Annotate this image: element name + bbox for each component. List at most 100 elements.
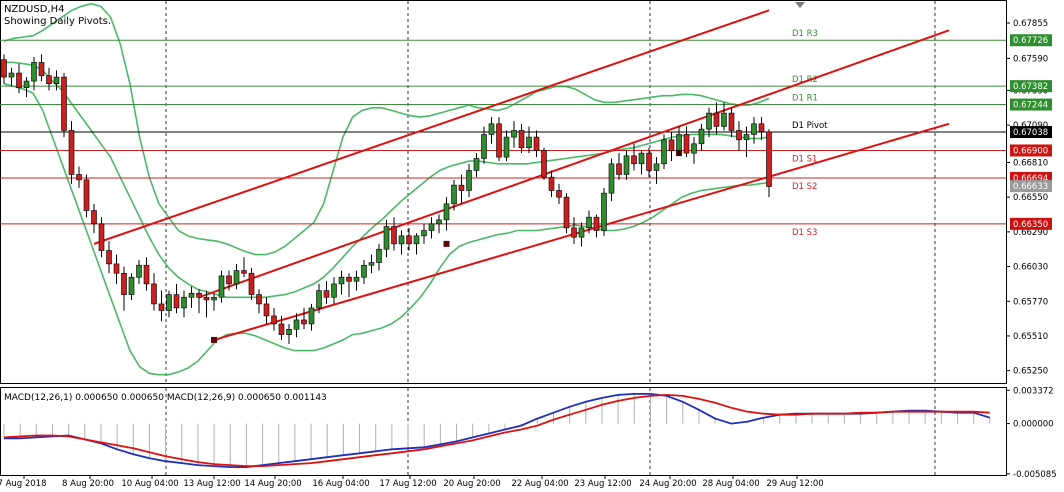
candle-body bbox=[736, 130, 742, 141]
time-axis[interactable]: 7 Aug 2018 8 Aug 20:00 10 Aug 04:00 13 Aug … bbox=[0, 476, 824, 489]
candle-body bbox=[188, 292, 195, 298]
scroll-marker-icon[interactable] bbox=[795, 2, 805, 8]
price-tag-box bbox=[1010, 217, 1052, 230]
price-tag-text: 0.66350 bbox=[1013, 220, 1048, 230]
price-tick-label: 0.66290 bbox=[1013, 228, 1048, 238]
macd-tick-label: 0.003372 bbox=[1013, 386, 1054, 396]
candle-body bbox=[631, 155, 637, 165]
candle-body bbox=[338, 276, 345, 285]
time-tick-label: 29 Aug 12:00 bbox=[766, 479, 823, 489]
candle-body bbox=[676, 134, 682, 151]
candle-body bbox=[751, 123, 757, 135]
time-tick-label: 10 Aug 04:00 bbox=[121, 479, 178, 489]
time-tick-label: 8 Aug 20:00 bbox=[62, 479, 114, 489]
price-tag-text: 0.67038 bbox=[1013, 128, 1048, 138]
candle-body bbox=[593, 216, 600, 231]
bid-price-tag-text: 0.66633 bbox=[1013, 182, 1048, 192]
candle-body bbox=[121, 272, 127, 295]
candle-body bbox=[436, 219, 442, 225]
candle-body bbox=[113, 263, 120, 274]
candle-body bbox=[68, 130, 75, 175]
candles bbox=[1, 54, 772, 344]
price-tick-label: 0.65250 bbox=[1013, 367, 1048, 377]
macd-series-line bbox=[3, 393, 990, 468]
candle-body bbox=[271, 315, 277, 325]
candle-body bbox=[608, 163, 615, 194]
candle-body bbox=[488, 123, 495, 135]
candle-body bbox=[323, 290, 330, 298]
candle-body bbox=[481, 134, 487, 159]
candle-body bbox=[653, 163, 660, 171]
time-tick-label: 22 Aug 04:00 bbox=[511, 479, 568, 489]
time-tick-label: 23 Aug 12:00 bbox=[574, 479, 631, 489]
candle-body bbox=[526, 136, 532, 149]
candle-body bbox=[503, 136, 510, 158]
candle-body bbox=[98, 223, 105, 251]
candle-body bbox=[728, 112, 735, 131]
candle-body bbox=[308, 307, 315, 325]
price-tag-text: 0.66900 bbox=[1013, 146, 1048, 156]
time-tick-label: 24 Aug 20:00 bbox=[639, 479, 696, 489]
pivot-level-label: D1 S2 bbox=[792, 182, 817, 192]
candle-body bbox=[331, 283, 337, 298]
candle-body bbox=[743, 134, 750, 141]
candle-body bbox=[391, 226, 397, 245]
price-tick-label: 0.66030 bbox=[1013, 263, 1048, 273]
pivot-level-label: D1 S3 bbox=[792, 228, 817, 238]
price-pane[interactable] bbox=[0, 0, 1007, 384]
candle-body bbox=[286, 328, 292, 335]
price-axis[interactable]: 0.678550.675900.673500.670900.668100.665… bbox=[1006, 19, 1048, 377]
candle-body bbox=[158, 303, 165, 311]
candle-body bbox=[196, 292, 202, 298]
candle-body bbox=[16, 72, 22, 89]
price-tag-text: 0.67382 bbox=[1013, 82, 1048, 92]
price-tag-box bbox=[1010, 126, 1052, 139]
time-tick-label: 20 Aug 20:00 bbox=[443, 479, 500, 489]
candle-body bbox=[578, 227, 585, 238]
candle-body bbox=[31, 62, 37, 82]
bollinger-middle-band bbox=[4, 61, 770, 299]
chart-subtitle: Showing Daily Pivots. bbox=[4, 16, 111, 27]
price-tick-label: 0.66810 bbox=[1013, 158, 1048, 168]
candle-body bbox=[1, 59, 7, 78]
candle-body bbox=[61, 76, 67, 131]
candle-body bbox=[691, 143, 697, 154]
candle-body bbox=[316, 290, 322, 309]
candle-body bbox=[143, 264, 150, 285]
candle-body bbox=[721, 112, 727, 127]
candle-body bbox=[451, 184, 457, 205]
candle-body bbox=[563, 196, 570, 229]
candle-body bbox=[203, 296, 210, 301]
candle-body bbox=[46, 75, 52, 85]
candle-body bbox=[511, 130, 517, 138]
bollinger-upper-band bbox=[3, 2, 770, 256]
candle-body bbox=[698, 128, 705, 145]
candle-body bbox=[91, 210, 97, 225]
candle-body bbox=[428, 223, 435, 231]
candle-body bbox=[473, 158, 480, 171]
price-tag-box bbox=[1010, 80, 1052, 93]
candle-body bbox=[106, 250, 112, 265]
candle-body bbox=[301, 319, 307, 325]
candle-body bbox=[173, 294, 180, 309]
pivot-level-label: D1 S1 bbox=[792, 154, 817, 164]
candle-body bbox=[376, 248, 382, 263]
price-tag-box bbox=[1010, 34, 1052, 47]
candle-body bbox=[23, 80, 30, 89]
candle-body bbox=[278, 323, 285, 335]
trendline-anchor-marker bbox=[443, 240, 450, 247]
macd-title: MACD(12,26,1) 0.000650 0.000650 MACD(12,… bbox=[4, 393, 327, 403]
candle-body bbox=[766, 131, 772, 187]
candle-body bbox=[683, 134, 690, 154]
candle-body bbox=[586, 216, 592, 229]
candle-body bbox=[413, 235, 420, 245]
bid-price-tag-box bbox=[1010, 180, 1052, 193]
candle-body bbox=[421, 230, 427, 237]
candle-body bbox=[548, 176, 555, 191]
candle-body bbox=[541, 150, 547, 178]
price-tick-label: 0.65770 bbox=[1013, 297, 1048, 307]
price-tick-label: 0.66550 bbox=[1013, 193, 1048, 203]
macd-tick-label: 0.000000 bbox=[1013, 420, 1054, 430]
candle-body bbox=[713, 112, 720, 127]
